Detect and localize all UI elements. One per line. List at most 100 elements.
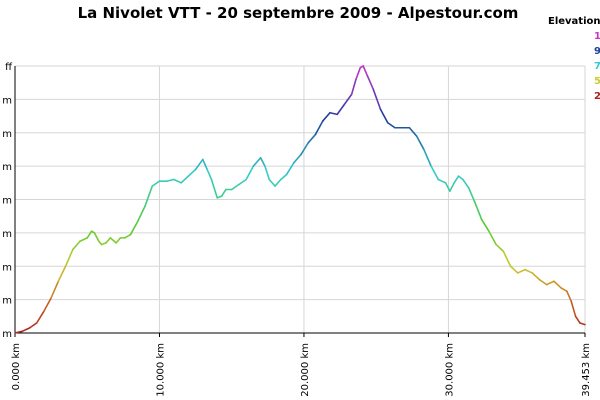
profile-segment <box>274 178 282 187</box>
profile-segment <box>336 103 346 116</box>
profile-segment <box>457 175 464 181</box>
profile-segment <box>423 148 432 167</box>
profile-segment <box>372 88 382 111</box>
profile-segment <box>488 230 497 246</box>
grid-lines <box>14 65 586 337</box>
legend: Elevation 11 9 7 5 2 <box>548 16 600 102</box>
profile-segment <box>467 187 476 202</box>
x-tick-label: 39.453 km <box>581 343 592 397</box>
y-tick-label: m <box>2 229 12 240</box>
profile-segment <box>173 178 182 184</box>
y-tick-label: m <box>2 262 12 273</box>
profile-segment <box>280 173 288 181</box>
profile-segment <box>79 237 89 243</box>
profile-segment <box>430 165 440 181</box>
profile-segment <box>35 310 45 324</box>
y-tick-label: m <box>2 196 12 207</box>
profile-segment <box>553 280 562 289</box>
profile-segment <box>321 111 331 122</box>
profile-segment <box>129 220 139 236</box>
profile-segment <box>538 278 548 286</box>
profile-segment <box>473 200 483 221</box>
y-axis-ticks: m m m m m m m m ff <box>2 62 13 340</box>
profile-segment <box>268 178 276 187</box>
profile-segment <box>437 178 447 184</box>
profile-segment <box>449 182 456 192</box>
y-tick-label: m <box>2 296 12 307</box>
profile-segment <box>462 178 470 189</box>
legend-item: 2 <box>594 91 600 102</box>
profile-segment <box>187 168 197 177</box>
x-tick-label: 20.000 km <box>300 343 311 397</box>
y-tick-label: m <box>2 129 12 140</box>
profile-segment <box>285 161 295 176</box>
legend-item: 11 <box>594 31 600 42</box>
profile-segment <box>495 243 505 253</box>
profile-segment <box>574 315 581 324</box>
profile-segment <box>362 65 369 77</box>
profile-segment <box>350 78 357 96</box>
x-tick-label: 30.000 km <box>444 343 455 397</box>
profile-segment <box>151 180 161 187</box>
profile-segment <box>86 230 93 239</box>
profile-segment <box>408 126 418 137</box>
profile-segment <box>386 121 396 129</box>
profile-segment <box>124 233 132 239</box>
profile-segment <box>509 265 519 274</box>
profile-segment <box>230 183 240 191</box>
profile-segment <box>144 185 154 207</box>
elevation-profile-line <box>14 65 586 334</box>
profile-segment <box>524 268 534 274</box>
profile-segment <box>560 287 568 293</box>
profile-segment <box>453 175 460 184</box>
profile-segment <box>579 322 586 326</box>
profile-segment <box>238 178 247 186</box>
profile-segment <box>300 141 310 156</box>
profile-segment <box>343 93 353 106</box>
legend-item: 7 <box>594 61 600 72</box>
x-tick-label: 0.000 km <box>11 343 22 390</box>
x-tick-label: 10.000 km <box>155 343 166 397</box>
profile-segment <box>264 165 271 181</box>
profile-segment <box>202 158 208 171</box>
profile-segment <box>165 178 175 182</box>
profile-segment <box>220 188 227 197</box>
profile-segment <box>545 280 555 286</box>
legend-title: Elevation <box>548 16 600 27</box>
profile-segment <box>64 248 74 268</box>
profile-segment <box>366 75 375 91</box>
profile-segment <box>21 327 31 333</box>
profile-segment <box>293 153 302 164</box>
profile-segment <box>502 250 512 268</box>
y-tick-label: ff <box>5 62 13 73</box>
profile-segment <box>307 133 317 144</box>
profile-segment <box>329 111 338 116</box>
y-tick-label: m <box>2 162 12 173</box>
profile-segment <box>516 268 526 274</box>
profile-segment <box>314 120 324 136</box>
profile-segment <box>194 158 204 171</box>
profile-segment <box>480 218 490 233</box>
y-tick-label: m <box>2 329 12 340</box>
profile-segment <box>71 240 81 251</box>
profile-segment <box>531 272 541 281</box>
profile-segment <box>570 300 577 318</box>
profile-segment <box>379 108 389 124</box>
profile-segment <box>355 66 362 81</box>
legend-item: 5 <box>594 76 600 87</box>
x-axis-ticks: 0.000 km 10.000 km 20.000 km 30.000 km 39.45… <box>11 343 592 397</box>
profile-segment <box>206 168 213 181</box>
profile-segment <box>245 165 255 181</box>
profile-segment <box>444 182 451 192</box>
profile-segment <box>93 232 100 243</box>
profile-segment <box>28 322 38 329</box>
profile-segment <box>109 237 117 244</box>
profile-segment <box>252 156 262 167</box>
chart-title: La Nivolet VTT - 20 septembre 2009 - Alp… <box>78 4 519 22</box>
profile-segment <box>137 205 146 222</box>
profile-segment <box>105 237 112 244</box>
profile-segment <box>259 156 266 167</box>
profile-segment <box>566 290 573 303</box>
profile-segment <box>50 280 60 299</box>
